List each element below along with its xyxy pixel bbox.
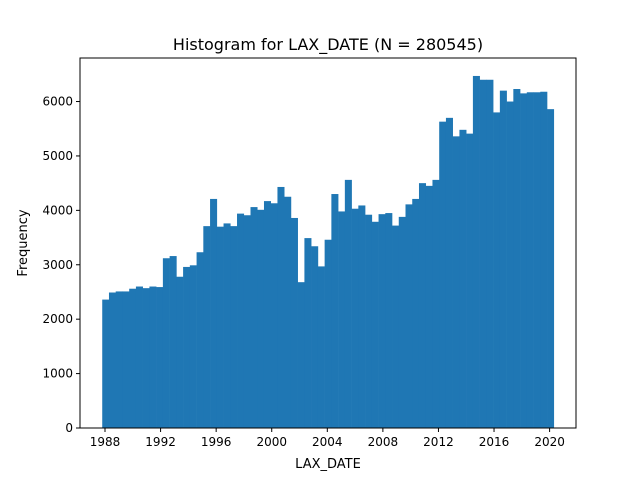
histogram-bar (351, 208, 359, 428)
histogram-bar (284, 196, 292, 428)
x-tick-label: 2008 (368, 435, 399, 449)
histogram-bar (371, 221, 379, 428)
y-tick-label: 0 (65, 421, 73, 435)
x-tick-label: 1988 (90, 435, 121, 449)
histogram-bar (540, 91, 548, 429)
histogram-bar (338, 211, 346, 428)
y-tick-label: 1000 (42, 367, 73, 381)
x-tick-label: 2000 (256, 435, 287, 449)
histogram-bar (176, 276, 184, 428)
histogram-bar (216, 226, 224, 428)
histogram-bar (108, 292, 117, 428)
histogram-bar (156, 287, 164, 428)
histogram-bar (243, 215, 251, 428)
x-tick-label: 1992 (145, 435, 176, 449)
histogram-bar (432, 179, 440, 428)
histogram-bar (290, 217, 298, 428)
y-tick-label: 6000 (42, 95, 73, 109)
histogram-bar (169, 256, 177, 428)
histogram-bar (378, 214, 386, 428)
histogram-bar (506, 101, 514, 428)
histogram-bar (344, 179, 352, 428)
x-tick-label: 2012 (423, 435, 454, 449)
y-tick-label: 4000 (42, 203, 73, 217)
histogram-bar (250, 207, 258, 428)
y-tick-label: 5000 (42, 149, 73, 163)
histogram-bar (223, 223, 231, 428)
x-tick-label: 2020 (534, 435, 565, 449)
y-axis-label: Frequency (16, 209, 31, 276)
x-tick-label: 2004 (312, 435, 343, 449)
histogram-bar (472, 75, 480, 429)
histogram-bar (189, 265, 197, 428)
histogram-bar (149, 286, 157, 428)
histogram-bar (439, 121, 447, 428)
histogram-bar (135, 286, 143, 428)
x-axis-label: LAX_DATE (295, 457, 361, 472)
histogram-bar (203, 226, 211, 428)
histogram-bar (257, 209, 265, 428)
histogram-bar (304, 238, 312, 428)
histogram-bar (365, 214, 373, 428)
y-tick-label: 3000 (42, 258, 73, 272)
x-tick-label: 2016 (479, 435, 510, 449)
histogram-bar (270, 203, 278, 428)
histogram-bar (520, 93, 528, 429)
histogram-bar (526, 92, 534, 428)
histogram-bar (533, 92, 541, 428)
histogram-bar (277, 186, 285, 428)
histogram-bar (183, 266, 191, 428)
histogram-bar (547, 109, 555, 429)
histogram-bar (513, 89, 521, 428)
histogram-bar (162, 258, 170, 428)
y-axis-ticks: 0 1000 2000 3000 4000 5000 6000 (42, 95, 80, 435)
histogram-bar (466, 133, 474, 428)
histogram-bar (392, 225, 400, 428)
histogram-bar (331, 194, 339, 428)
histogram-bar (479, 79, 487, 428)
histogram-bar (405, 204, 413, 428)
histogram-bar (385, 213, 393, 428)
histogram-bar (499, 90, 507, 429)
histogram-bar (493, 112, 501, 428)
x-axis-ticks: 1988 1992 1996 2000 2004 2008 2012 2016 2020 (90, 428, 565, 449)
histogram-bar (122, 291, 130, 428)
histogram-bar (196, 252, 204, 428)
histogram-bar (297, 282, 305, 428)
histogram-bar (142, 288, 150, 428)
histogram-bar (452, 136, 460, 428)
histogram-bar (459, 129, 467, 428)
histogram-bar (129, 288, 137, 428)
y-tick-label: 2000 (42, 312, 73, 326)
histogram-bar (317, 266, 325, 428)
histogram-bar (418, 183, 427, 428)
bars-group (102, 75, 555, 429)
histogram-bar (263, 201, 272, 428)
histogram-bar (398, 216, 406, 428)
histogram-bar (230, 226, 238, 428)
histogram-bar (486, 79, 494, 428)
histogram-bar (358, 205, 366, 428)
histogram-bar (210, 198, 218, 428)
histogram-bar (237, 213, 245, 428)
x-tick-label: 1996 (201, 435, 232, 449)
histogram-bar (425, 185, 433, 428)
histogram-bar (445, 117, 453, 428)
histogram-bar (102, 299, 110, 428)
histogram-bar (311, 246, 319, 428)
histogram-bar (324, 239, 332, 428)
histogram-bar (412, 198, 420, 428)
histogram-bar (115, 291, 123, 428)
plot-frame (79, 57, 577, 429)
chart-title: Histogram for LAX_DATE (N = 280545) (173, 35, 483, 55)
